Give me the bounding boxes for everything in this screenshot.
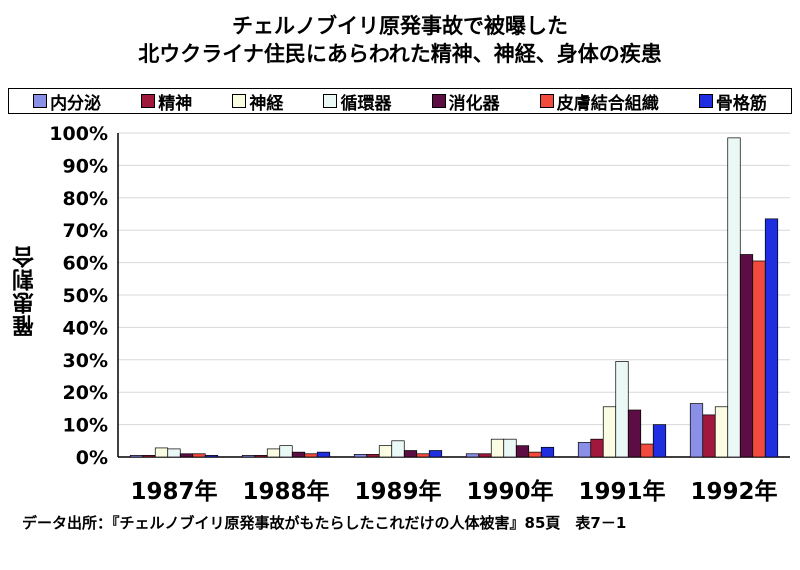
bar [266, 448, 281, 458]
bar [378, 445, 393, 458]
legend-item: 皮膚結合組織 [539, 89, 659, 114]
y-tick-label: 30% [63, 350, 108, 372]
legend-item: 骨格筋 [698, 89, 767, 114]
bar [727, 137, 741, 458]
bar [764, 218, 779, 458]
legend-label: 骨格筋 [715, 93, 767, 114]
chart-subtitle: 北ウクライナ住民にあらわれた精神、神経、身体の疾患 [138, 42, 662, 66]
bar [602, 406, 617, 458]
y-tick-label: 10% [63, 415, 108, 437]
bar [714, 406, 729, 458]
bar [129, 455, 144, 458]
bar [752, 260, 766, 458]
bar [142, 455, 156, 458]
bar [154, 447, 169, 458]
legend-label: 精神 [158, 93, 193, 114]
bar [204, 455, 219, 458]
bar [627, 409, 642, 458]
legend-label: 循環器 [340, 93, 392, 114]
y-tick-label: 70% [63, 220, 108, 242]
y-tick-label: 0% [76, 447, 108, 469]
legend: 内分泌 精神 神経 循環器 消化器 皮膚結合組織 骨格筋 [8, 88, 792, 114]
bar [179, 453, 194, 458]
legend-item: 内分泌 [33, 89, 101, 114]
x-tick-label: 1992年 [690, 478, 777, 505]
legend-swatch [323, 94, 338, 108]
x-tick-label: 1990年 [466, 478, 553, 505]
bar [739, 254, 754, 458]
bar [254, 455, 268, 458]
bar [590, 438, 604, 458]
legend-swatch [33, 94, 48, 108]
bar [465, 453, 480, 458]
bar [428, 450, 443, 458]
legend-swatch [431, 94, 446, 108]
legend-swatch [539, 94, 554, 108]
y-tick-label: 40% [63, 317, 108, 339]
bar [478, 453, 492, 458]
legend-item: 消化器 [431, 89, 500, 114]
legend-label: 皮膚結合組織 [556, 93, 659, 114]
y-tick-label: 60% [63, 253, 108, 275]
bar-chart: 0% 10% 20% 30% 40% 50% 60% 70% 80% 90% 100% 1987年 19… [49, 123, 790, 505]
bar [689, 403, 704, 458]
bar [577, 442, 592, 458]
bar [353, 454, 368, 458]
x-tick-label: 1989年 [354, 478, 441, 505]
bar [490, 438, 505, 458]
legend-swatch [698, 94, 713, 108]
chart-title: チェルノブイリ原発事故で被曝した [232, 14, 568, 38]
bar [279, 445, 293, 458]
y-tick-label: 50% [63, 285, 108, 307]
bar [652, 424, 667, 458]
bar [503, 438, 517, 458]
x-tick-label: 1988年 [242, 478, 329, 505]
bar [615, 361, 629, 458]
bar [640, 443, 654, 458]
bar [366, 454, 380, 458]
bar [304, 453, 318, 458]
bar [167, 448, 181, 458]
bar [192, 453, 206, 458]
bar [391, 440, 405, 458]
source-note: データ出所：『チェルノブイリ原発事故がもたらしたこれだけの人体被害』85頁 表7… [22, 514, 627, 532]
bar [515, 445, 530, 458]
legend-item: 循環器 [323, 89, 391, 114]
bar [416, 453, 430, 458]
y-tick-label: 90% [63, 155, 108, 177]
bar [241, 455, 256, 458]
legend-item: 精神 [141, 89, 192, 114]
bar [528, 451, 542, 458]
bar [702, 414, 716, 458]
bar [540, 446, 555, 458]
legend-label: 内分泌 [50, 93, 102, 114]
legend-label: 神経 [249, 93, 284, 114]
bar [403, 450, 418, 458]
legend-swatch [141, 94, 156, 108]
legend-swatch [232, 94, 247, 108]
x-tick-label: 1987年 [130, 478, 217, 505]
legend-item: 神経 [232, 89, 283, 114]
x-tick-label: 1991年 [578, 478, 665, 505]
legend-label: 消化器 [448, 93, 500, 114]
y-tick-label: 80% [63, 188, 108, 210]
bar [291, 451, 306, 458]
bar [316, 451, 331, 458]
y-tick-label: 20% [63, 382, 108, 404]
y-tick-label: 100% [49, 123, 108, 145]
